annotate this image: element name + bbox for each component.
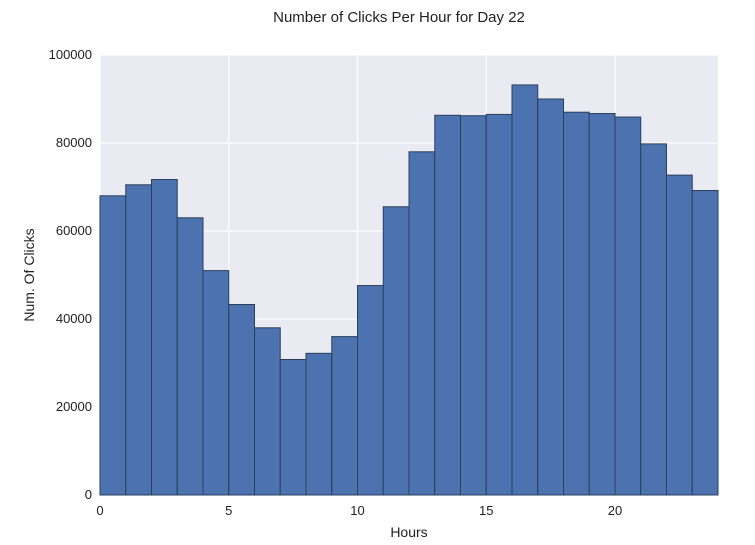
x-tick-label: 20 <box>608 503 622 518</box>
x-tick-label: 0 <box>96 503 103 518</box>
histogram-bar <box>151 179 178 496</box>
histogram-bar <box>563 111 590 496</box>
histogram-bar <box>408 151 436 496</box>
histogram-bar <box>537 98 564 496</box>
histogram-bar <box>691 190 719 496</box>
histogram-bar <box>640 143 667 496</box>
bars <box>99 84 719 496</box>
y-tick-label: 60000 <box>56 223 92 238</box>
y-tick-label: 100000 <box>49 47 92 62</box>
y-axis-title: Num. Of Clicks <box>21 228 37 321</box>
x-tick-label: 15 <box>479 503 493 518</box>
histogram-bar <box>331 336 358 496</box>
histogram-bar <box>305 352 333 496</box>
histogram-bar <box>357 285 384 496</box>
x-tick-label: 10 <box>350 503 364 518</box>
histogram-bar <box>434 114 461 496</box>
histogram-bar <box>99 195 127 496</box>
histogram-bar <box>202 270 230 496</box>
y-tick-label: 20000 <box>56 399 92 414</box>
x-axis-title: Hours <box>390 524 427 540</box>
histogram-bar <box>254 327 281 496</box>
histogram-bar <box>228 303 255 496</box>
chart-title: Number of Clicks Per Hour for Day 22 <box>273 9 525 26</box>
y-tick-label: 0 <box>85 487 92 502</box>
histogram-bar <box>588 113 616 496</box>
histogram-bar <box>485 113 513 496</box>
histogram-bar <box>279 358 307 496</box>
histogram-bar <box>176 217 204 496</box>
histogram-bar <box>382 206 410 496</box>
tick-labels: 0 5 10 15 20 0 20000 40000 60000 80000 100000 <box>49 47 623 518</box>
histogram-bar <box>460 115 487 496</box>
histogram-bar <box>666 174 693 496</box>
y-tick-label: 40000 <box>56 311 92 326</box>
x-tick-label: 5 <box>225 503 232 518</box>
histogram-bar <box>511 84 539 496</box>
histogram-bar <box>125 184 152 496</box>
histogram-bar <box>614 116 642 496</box>
y-tick-label: 80000 <box>56 135 92 150</box>
